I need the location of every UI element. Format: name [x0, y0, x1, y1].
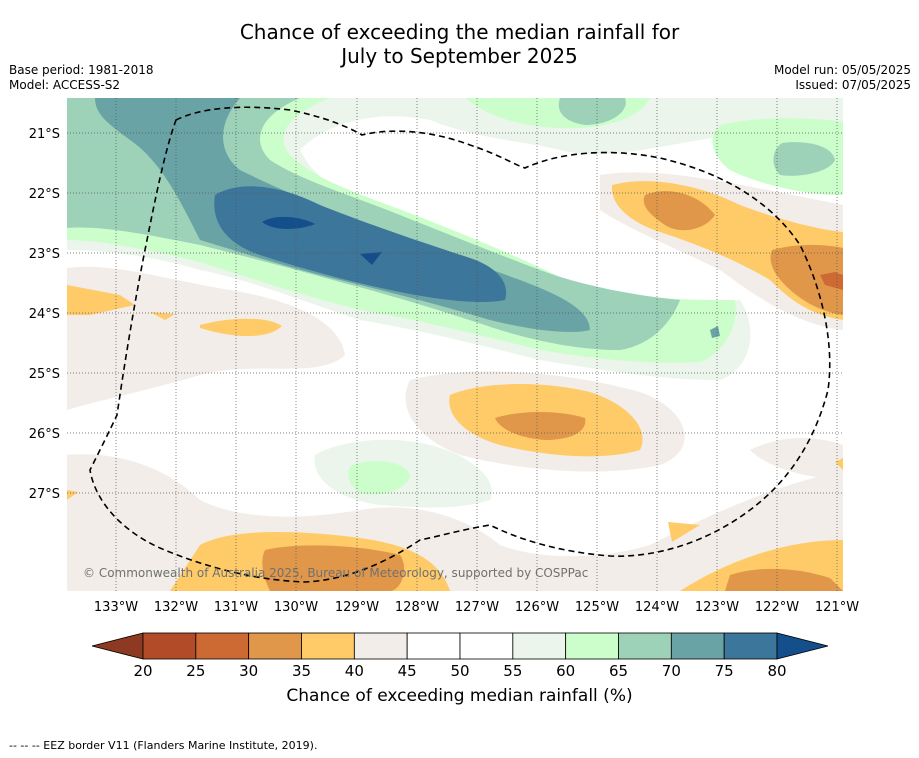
contour-80-a [262, 216, 315, 229]
contour-40-west-small [150, 312, 175, 320]
colorbar-segment [353, 632, 408, 660]
lon-labels: 133°W 132°W 131°W 130°W 129°W 128°W 127°… [94, 600, 859, 615]
eez-border [89, 106, 831, 583]
colorbar-segments [142, 632, 778, 660]
colorbar-tick-label: 75 [715, 662, 734, 680]
lon-label-122w: 122°W [755, 600, 799, 615]
lat-label-21s: 21°S [29, 127, 60, 142]
lat-label-22s: 22°S [29, 187, 60, 202]
base-period: Base period: 1981-2018 [9, 63, 154, 77]
contour-35-east-a [643, 191, 715, 231]
colorbar-tick-label: 40 [345, 662, 364, 680]
colorbar-segment [406, 632, 461, 660]
contour-45-west [67, 266, 345, 410]
colorbar-ticks: 20 25 30 35 40 45 50 55 60 65 70 75 80 [133, 662, 786, 680]
lat-label-26s: 26°S [29, 427, 60, 442]
colorbar-tick-label: 35 [292, 662, 311, 680]
copyright-text: © Commonwealth of Australia 2025, Bureau… [83, 566, 588, 580]
colorbar-tick-label: 25 [186, 662, 205, 680]
colorbar-segment [248, 632, 302, 660]
lat-label-23s: 23°S [29, 247, 60, 262]
colorbar-tick-label: 50 [450, 662, 469, 680]
lon-label-128w: 128°W [395, 600, 439, 615]
contour-45-southeast [750, 438, 843, 480]
contour-40-small-se [668, 522, 700, 542]
colorbar-tick-label: 30 [239, 662, 258, 680]
contour-80-b [360, 252, 382, 265]
contour-40-mid [200, 318, 282, 337]
colorbar-segment [142, 632, 197, 660]
lon-label-124w: 124°W [635, 600, 679, 615]
colorbar-tick-label: 55 [503, 662, 522, 680]
lon-label-133w: 133°W [94, 600, 138, 615]
colorbar-segment [195, 632, 250, 660]
colorbar-tick-label: 20 [133, 662, 152, 680]
lat-labels: 21°S 22°S 23°S 24°S 25°S 26°S 27°S [29, 127, 60, 502]
colorbar-segment [723, 632, 778, 660]
lon-label-132w: 132°W [154, 600, 198, 615]
colorbar-segment [301, 632, 355, 660]
colorbar-tick-label: 65 [609, 662, 628, 680]
colorbar-segment [512, 632, 567, 660]
contour-35-east-b [770, 244, 843, 315]
lat-label-24s: 24°S [29, 307, 60, 322]
lon-label-121w: 121°W [815, 600, 859, 615]
lon-label-130w: 130°W [274, 600, 318, 615]
contour-60-south [348, 461, 410, 495]
lon-label-123w: 123°W [695, 600, 739, 615]
map-grid [67, 98, 843, 591]
lon-label-126w: 126°W [515, 600, 559, 615]
colorbar-tick-label: 80 [767, 662, 786, 680]
lat-label-27s: 27°S [29, 487, 60, 502]
contour-65-north [558, 98, 626, 125]
colorbar-segment [618, 632, 672, 660]
contour-65-northeast [773, 142, 835, 176]
colorbar-segment [459, 632, 514, 660]
colorbar-tick-label: 70 [662, 662, 681, 680]
model-name: Model: ACCESS-S2 [9, 78, 121, 92]
lat-label-25s: 25°S [29, 367, 60, 382]
issued-date: Issued: 07/05/2025 [795, 78, 911, 92]
contour-35-southeast [725, 568, 843, 591]
contour-40-edge-sw [67, 490, 78, 500]
contour-35-south [262, 545, 405, 591]
colorbar-under-arrow [91, 632, 144, 660]
model-run: Model run: 05/05/2025 [773, 63, 911, 77]
map-title: Chance of exceeding the median rainfall … [0, 20, 919, 68]
colorbar-segment [670, 632, 725, 660]
colorbar-tick-label: 60 [556, 662, 575, 680]
contour-30-east [820, 272, 843, 290]
title-line-2: July to September 2025 [341, 44, 578, 68]
lon-label-129w: 129°W [335, 600, 379, 615]
contour-70-small [710, 326, 720, 338]
colorbar-segment [565, 632, 619, 660]
colorbar-over-arrow [776, 632, 829, 660]
meta-right: Model run: 05/05/2025 Issued: 07/05/2025 [774, 63, 911, 93]
lon-label-125w: 125°W [575, 600, 619, 615]
title-line-1: Chance of exceeding the median rainfall … [239, 20, 680, 44]
colorbar-label: Chance of exceeding median rainfall (%) [286, 686, 633, 706]
contour-40-west [67, 285, 135, 315]
lon-label-131w: 131°W [214, 600, 258, 615]
colorbar-tick-label: 45 [398, 662, 417, 680]
colorbar: 20 25 30 35 40 45 50 55 60 65 70 75 80 [91, 632, 829, 680]
lon-label-127w: 127°W [455, 600, 499, 615]
contour-75-main [214, 186, 507, 303]
eez-footer-note: -- -- -- EEZ border V11 (Flanders Marine… [9, 739, 318, 752]
meta-left: Base period: 1981-2018 Model: ACCESS-S2 [9, 63, 154, 93]
map-plot: © Commonwealth of Australia 2025, Bureau… [67, 98, 843, 591]
